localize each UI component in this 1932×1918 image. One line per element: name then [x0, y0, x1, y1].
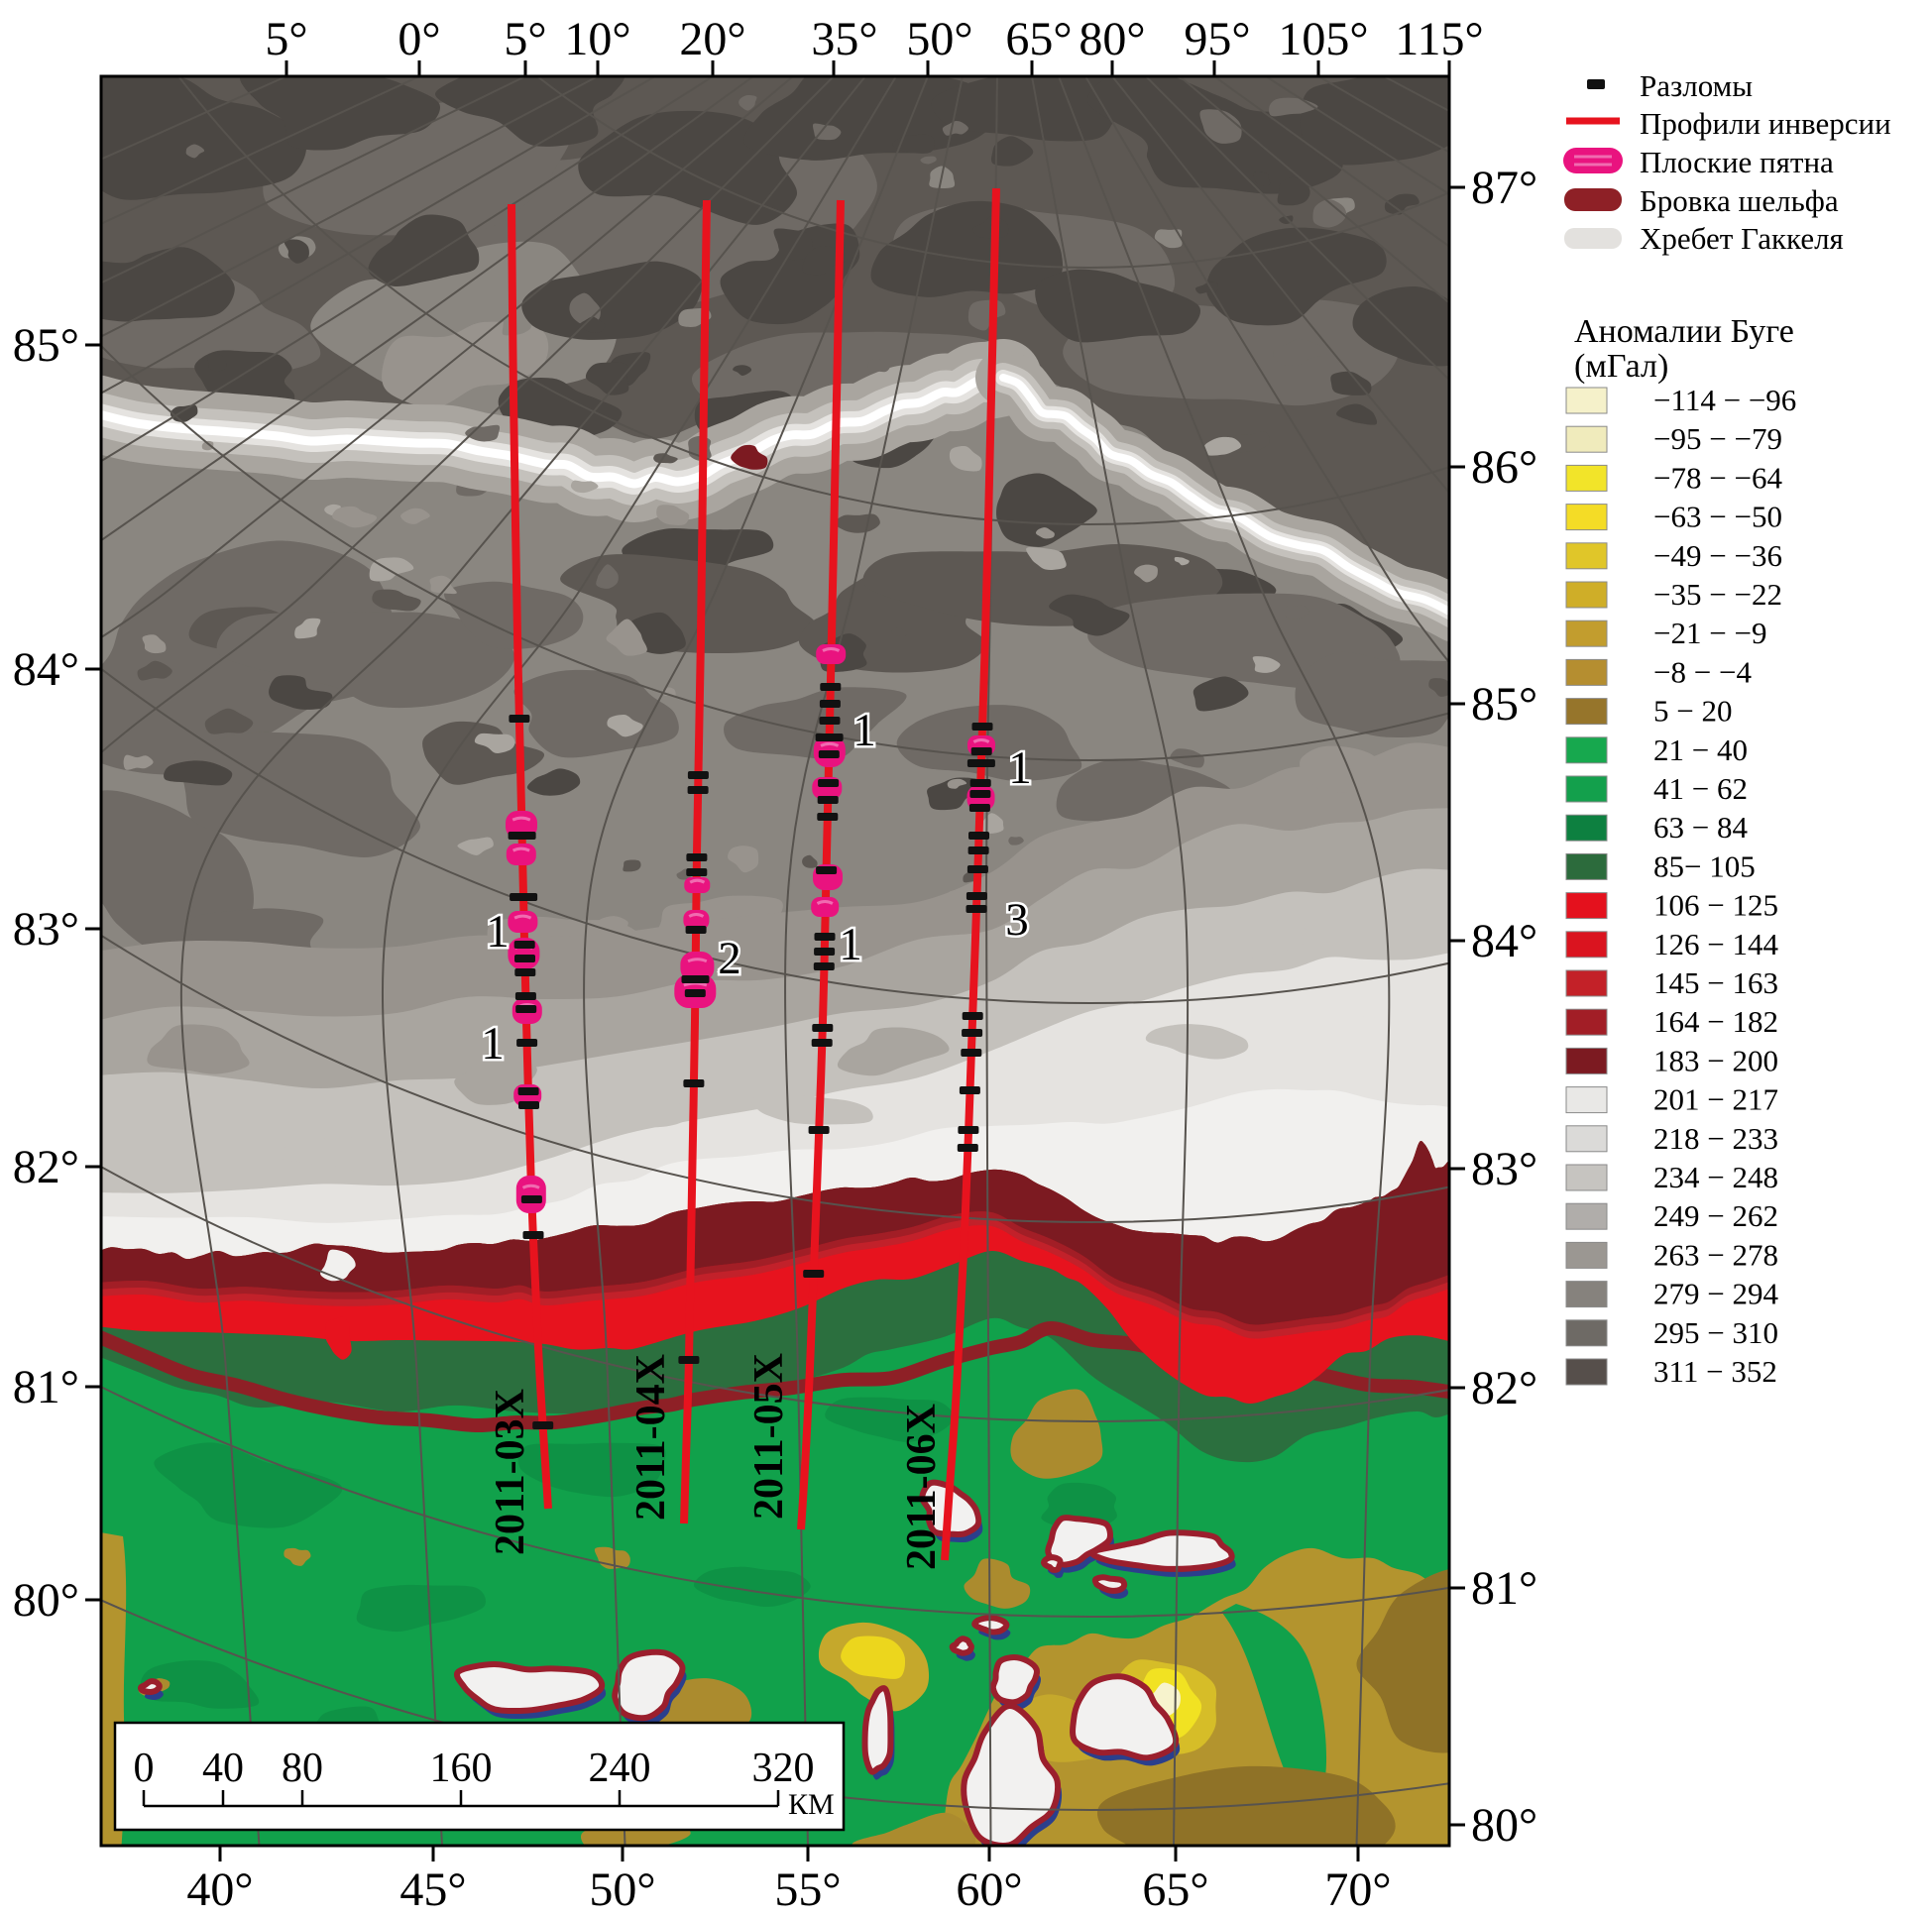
- svg-text:55°: 55°: [774, 1863, 841, 1916]
- svg-text:10°: 10°: [564, 13, 630, 65]
- svg-text:126 − 144: 126 − 144: [1653, 927, 1778, 961]
- svg-text:105°: 105°: [1278, 13, 1368, 65]
- svg-text:5°: 5°: [265, 13, 307, 65]
- svg-text:−114 − −96: −114 − −96: [1653, 383, 1796, 417]
- svg-text:Хребет Гаккеля: Хребет Гаккеля: [1640, 221, 1844, 256]
- svg-text:41 − 62: 41 − 62: [1653, 771, 1748, 806]
- svg-text:95°: 95°: [1184, 13, 1250, 65]
- svg-text:311 − 352: 311 − 352: [1653, 1354, 1777, 1389]
- svg-text:−49 − −36: −49 − −36: [1653, 538, 1782, 573]
- svg-text:5°: 5°: [504, 13, 546, 65]
- svg-text:80: 80: [282, 1746, 323, 1791]
- svg-text:60°: 60°: [956, 1863, 1022, 1916]
- svg-text:−35 − −22: −35 − −22: [1653, 577, 1782, 612]
- svg-text:Аномалии Буге: Аномалии Буге: [1574, 313, 1794, 350]
- svg-text:65°: 65°: [1142, 1863, 1208, 1916]
- svg-text:0°: 0°: [398, 13, 440, 65]
- svg-text:145 − 163: 145 − 163: [1653, 965, 1778, 1000]
- svg-text:295 − 310: 295 − 310: [1653, 1315, 1778, 1350]
- svg-text:Профили инверсии: Профили инверсии: [1640, 106, 1891, 141]
- svg-text:164 − 182: 164 − 182: [1653, 1004, 1778, 1039]
- svg-text:80°: 80°: [1471, 1799, 1537, 1852]
- svg-text:63 − 84: 63 − 84: [1653, 810, 1748, 845]
- svg-text:87°: 87°: [1471, 162, 1537, 214]
- svg-text:0: 0: [134, 1746, 155, 1791]
- svg-text:Плоские пятна: Плоские пятна: [1640, 145, 1834, 179]
- svg-text:82°: 82°: [1471, 1362, 1537, 1414]
- svg-text:−8 − −4: −8 − −4: [1653, 654, 1752, 689]
- svg-text:2011-04X: 2011-04X: [628, 1354, 674, 1521]
- svg-text:80°: 80°: [1079, 13, 1145, 65]
- svg-text:(мГал): (мГал): [1574, 348, 1668, 385]
- svg-text:183 − 200: 183 − 200: [1653, 1043, 1778, 1077]
- svg-text:80°: 80°: [13, 1574, 79, 1627]
- svg-text:234 − 248: 234 − 248: [1653, 1160, 1778, 1194]
- svg-text:5 − 20: 5 − 20: [1653, 694, 1732, 729]
- svg-text:3: 3: [1005, 894, 1029, 946]
- svg-text:263 − 278: 263 − 278: [1653, 1237, 1778, 1272]
- svg-text:21 − 40: 21 − 40: [1653, 733, 1748, 767]
- svg-text:40: 40: [202, 1746, 244, 1791]
- svg-text:84°: 84°: [1471, 915, 1537, 967]
- svg-text:115°: 115°: [1395, 13, 1483, 65]
- svg-text:−78 − −64: −78 − −64: [1653, 460, 1782, 495]
- svg-text:85°: 85°: [1471, 678, 1537, 731]
- svg-text:249 − 262: 249 − 262: [1653, 1198, 1778, 1233]
- svg-text:Бровка шельфа: Бровка шельфа: [1640, 183, 1839, 218]
- svg-text:20°: 20°: [679, 13, 745, 65]
- svg-text:КМ: КМ: [788, 1788, 835, 1821]
- svg-text:83°: 83°: [13, 903, 79, 956]
- svg-text:81°: 81°: [13, 1361, 79, 1413]
- svg-text:2011-05X: 2011-05X: [746, 1353, 792, 1520]
- svg-text:−63 − −50: −63 − −50: [1653, 500, 1782, 534]
- svg-text:2011-06X: 2011-06X: [899, 1404, 945, 1570]
- svg-text:85°: 85°: [13, 319, 79, 372]
- svg-text:1: 1: [486, 906, 510, 958]
- svg-text:Разломы: Разломы: [1640, 68, 1753, 103]
- svg-text:160: 160: [430, 1746, 493, 1791]
- svg-text:70°: 70°: [1324, 1863, 1391, 1916]
- svg-text:2011-03X: 2011-03X: [488, 1389, 533, 1555]
- svg-text:45°: 45°: [399, 1863, 466, 1916]
- svg-text:106 − 125: 106 − 125: [1653, 888, 1778, 923]
- svg-text:320: 320: [752, 1746, 815, 1791]
- svg-text:2: 2: [718, 933, 741, 984]
- svg-text:84°: 84°: [13, 643, 79, 696]
- svg-text:35°: 35°: [811, 13, 877, 65]
- svg-text:86°: 86°: [1471, 441, 1537, 494]
- svg-text:1: 1: [852, 705, 876, 756]
- svg-text:65°: 65°: [1005, 13, 1072, 65]
- svg-text:50°: 50°: [906, 13, 972, 65]
- svg-text:−95 − −79: −95 − −79: [1653, 421, 1782, 456]
- svg-text:−21 − −9: −21 − −9: [1653, 616, 1766, 650]
- svg-text:1: 1: [1008, 742, 1032, 794]
- svg-text:218 − 233: 218 − 233: [1653, 1121, 1778, 1156]
- svg-text:50°: 50°: [589, 1863, 655, 1916]
- svg-text:40°: 40°: [186, 1863, 253, 1916]
- svg-text:201 − 217: 201 − 217: [1653, 1082, 1778, 1117]
- svg-text:83°: 83°: [1471, 1143, 1537, 1195]
- svg-text:279 − 294: 279 − 294: [1653, 1277, 1778, 1311]
- svg-text:240: 240: [589, 1746, 651, 1791]
- svg-text:85− 105: 85− 105: [1653, 848, 1756, 883]
- svg-text:81°: 81°: [1471, 1562, 1537, 1615]
- svg-text:1: 1: [839, 919, 862, 970]
- svg-text:82°: 82°: [13, 1141, 79, 1193]
- svg-text:1: 1: [481, 1018, 505, 1070]
